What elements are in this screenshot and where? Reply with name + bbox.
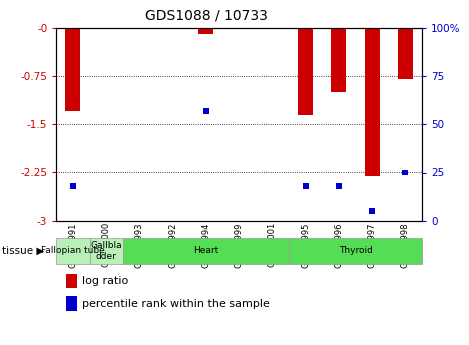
Bar	[402, 170, 408, 175]
Bar	[65, 28, 80, 111]
Text: Heart: Heart	[193, 246, 219, 256]
Text: Gallbla
dder: Gallbla dder	[91, 241, 122, 261]
Text: GDS1088 / 10733: GDS1088 / 10733	[145, 9, 268, 23]
Bar	[398, 28, 413, 79]
Bar	[289, 238, 422, 264]
Bar	[203, 108, 209, 114]
Bar	[70, 183, 76, 189]
Bar	[303, 183, 309, 189]
Bar	[365, 28, 380, 176]
Text: tissue ▶: tissue ▶	[2, 246, 45, 256]
Text: Fallopian tube: Fallopian tube	[41, 246, 105, 256]
Bar	[332, 28, 347, 92]
Bar	[90, 238, 123, 264]
Text: Thyroid: Thyroid	[339, 246, 372, 256]
Bar	[369, 208, 375, 214]
Bar	[198, 28, 213, 34]
Bar	[336, 183, 342, 189]
Bar	[123, 238, 289, 264]
Bar	[298, 28, 313, 115]
Text: percentile rank within the sample: percentile rank within the sample	[82, 299, 270, 308]
Text: log ratio: log ratio	[82, 276, 129, 286]
Bar	[56, 238, 90, 264]
